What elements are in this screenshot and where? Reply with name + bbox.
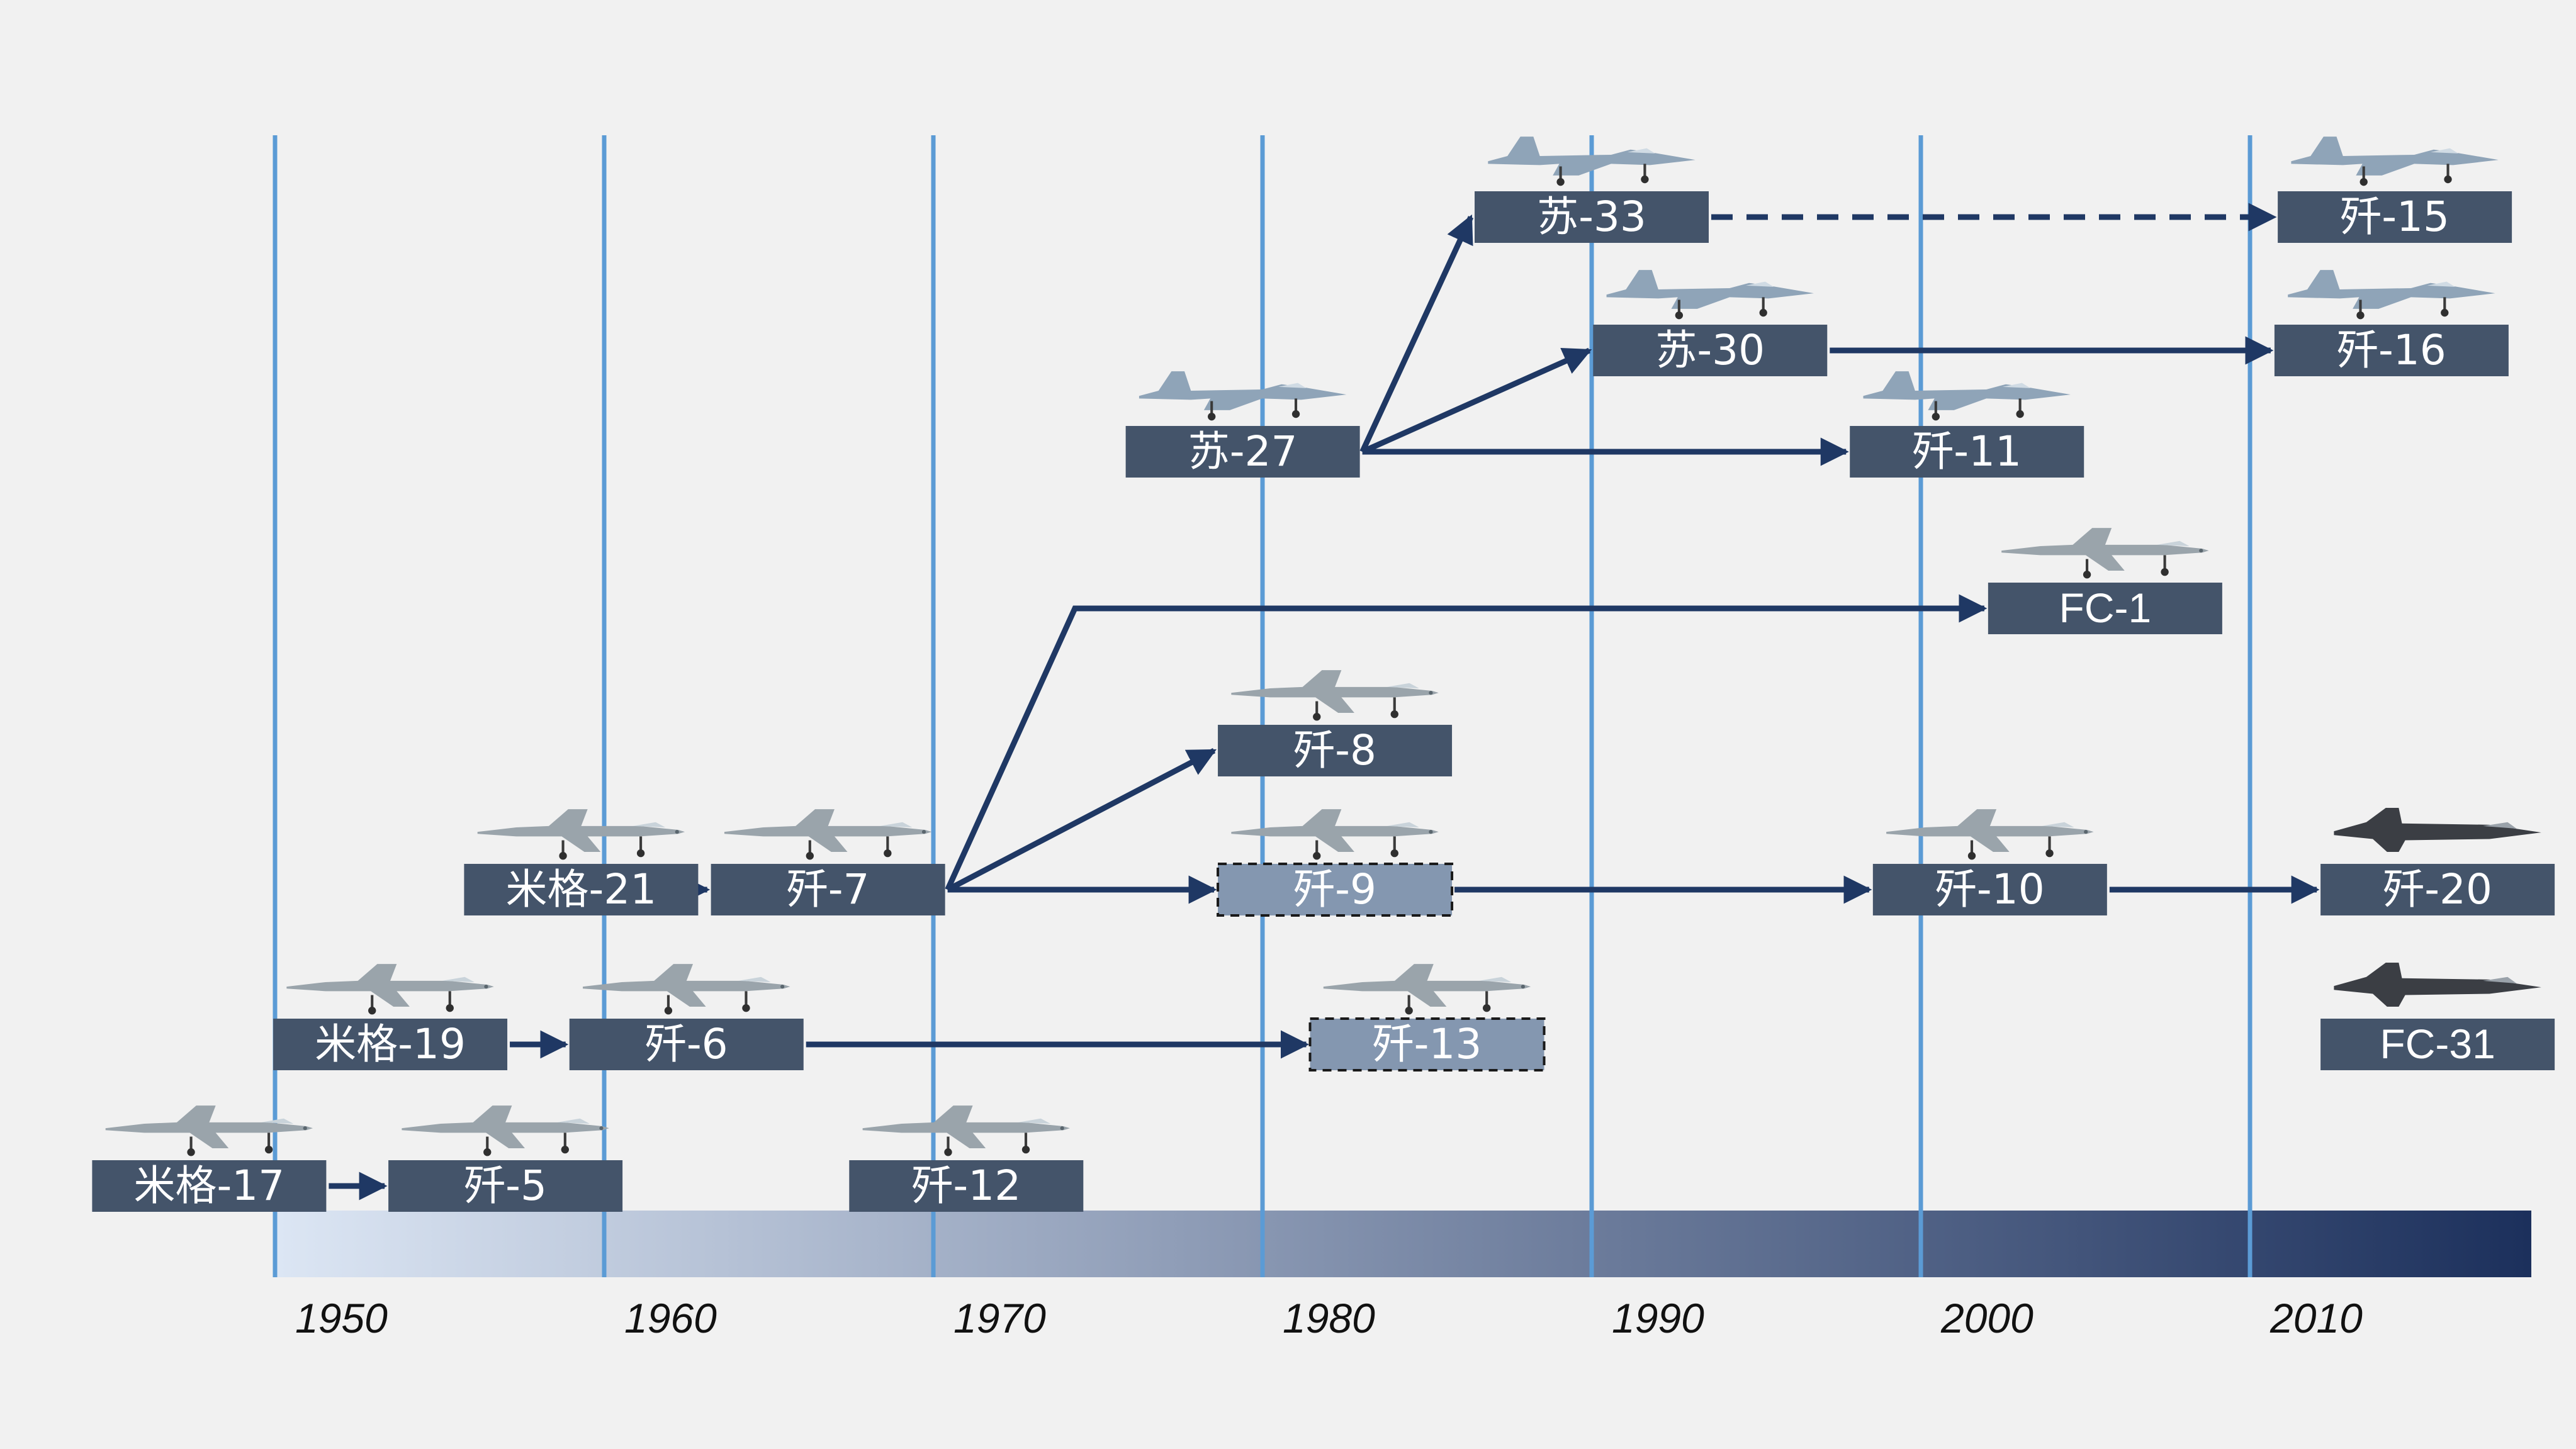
node-j7: 歼-7 — [711, 809, 945, 915]
lineage-arrow — [946, 748, 1217, 892]
node-label: 米格-19 — [315, 1020, 466, 1068]
aircraft-nodes: 米格-17 歼-5 歼-12 米格-19 歼-6 歼-13 FC-31 米格-21 歼-7 歼-9… — [92, 137, 2555, 1212]
node-box — [388, 1160, 623, 1212]
node-box — [2278, 191, 2512, 243]
lineage-arrow — [945, 594, 1988, 891]
lineage-arrows — [329, 203, 2320, 1200]
year-labels: 1950 1960 1970 1980 1990 2000 2010 — [295, 1295, 2363, 1341]
node-j8: 歼-8 — [1218, 670, 1453, 776]
node-j13: 歼-13 — [1308, 964, 1546, 1071]
node-box — [1988, 583, 2222, 634]
node-j10: 歼-10 — [1872, 809, 2107, 915]
node-box — [1217, 863, 1454, 917]
year-label: 1990 — [1612, 1295, 1704, 1341]
node-box — [2320, 1019, 2555, 1070]
year-label: 2000 — [1940, 1295, 2033, 1341]
node-label: 歼-15 — [2340, 193, 2449, 241]
node-fc31: FC-31 — [2320, 963, 2555, 1070]
node-box — [1125, 426, 1360, 478]
year-label: 1960 — [624, 1295, 717, 1341]
node-fc1: FC-1 — [1988, 528, 2222, 634]
node-label: 歼-20 — [2383, 865, 2492, 914]
node-box — [464, 864, 699, 915]
node-box — [92, 1160, 327, 1212]
node-j16: 歼-16 — [2274, 270, 2509, 376]
node-box — [2320, 864, 2555, 915]
node-mig17: 米格-17 — [92, 1105, 327, 1212]
node-mig19: 米格-19 — [273, 964, 508, 1070]
node-box — [569, 1019, 804, 1070]
node-label: 苏-33 — [1537, 193, 1646, 241]
node-label: 米格-17 — [133, 1161, 284, 1210]
node-label: 歼-5 — [464, 1161, 547, 1210]
node-label: 歼-6 — [645, 1020, 728, 1068]
node-box — [711, 864, 945, 915]
node-j20: 歼-20 — [2320, 808, 2555, 915]
node-label: 苏-27 — [1188, 427, 1298, 476]
node-j9: 歼-9 — [1217, 809, 1454, 917]
lineage-arrow — [1361, 347, 1592, 455]
node-box — [1872, 864, 2107, 915]
node-label: 歼-7 — [787, 865, 870, 914]
node-label: FC-31 — [2380, 1021, 2495, 1067]
decade-lines — [273, 135, 2253, 1277]
lineage-arrow — [1359, 214, 1474, 453]
node-box — [1850, 426, 2084, 478]
node-label: 歼-13 — [1373, 1020, 1482, 1068]
node-label: FC-1 — [2059, 585, 2152, 631]
node-j5: 歼-5 — [388, 1105, 623, 1212]
node-box — [849, 1160, 1084, 1212]
node-j12: 歼-12 — [849, 1105, 1084, 1212]
node-su30: 苏-30 — [1593, 270, 1828, 376]
node-box — [1308, 1017, 1546, 1071]
node-label: 歼-12 — [911, 1161, 1021, 1210]
node-su27: 苏-27 — [1125, 371, 1360, 478]
year-label: 1980 — [1283, 1295, 1375, 1341]
node-box — [1475, 191, 1709, 243]
node-box — [1218, 725, 1453, 776]
node-box — [273, 1019, 508, 1070]
node-label: 苏-30 — [1655, 326, 1765, 374]
node-box — [1593, 325, 1828, 376]
node-label: 歼-11 — [1912, 427, 2022, 476]
year-label: 1950 — [295, 1295, 388, 1341]
year-label: 2010 — [2269, 1295, 2363, 1341]
node-label: 歼-16 — [2337, 326, 2446, 374]
node-j11: 歼-11 — [1850, 371, 2084, 478]
year-label: 1970 — [953, 1295, 1046, 1341]
node-su33: 苏-33 — [1475, 137, 1709, 243]
node-label: 歼-10 — [1935, 865, 2045, 914]
node-label: 歼-8 — [1293, 726, 1376, 775]
timeline-gradient-bar — [275, 1211, 2531, 1277]
node-box — [2274, 325, 2509, 376]
node-mig21: 米格-21 — [464, 809, 699, 915]
node-label: 米格-21 — [505, 865, 656, 914]
node-j15: 歼-15 — [2278, 137, 2512, 243]
node-label: 歼-9 — [1293, 865, 1376, 914]
node-j6: 歼-6 — [569, 964, 804, 1070]
